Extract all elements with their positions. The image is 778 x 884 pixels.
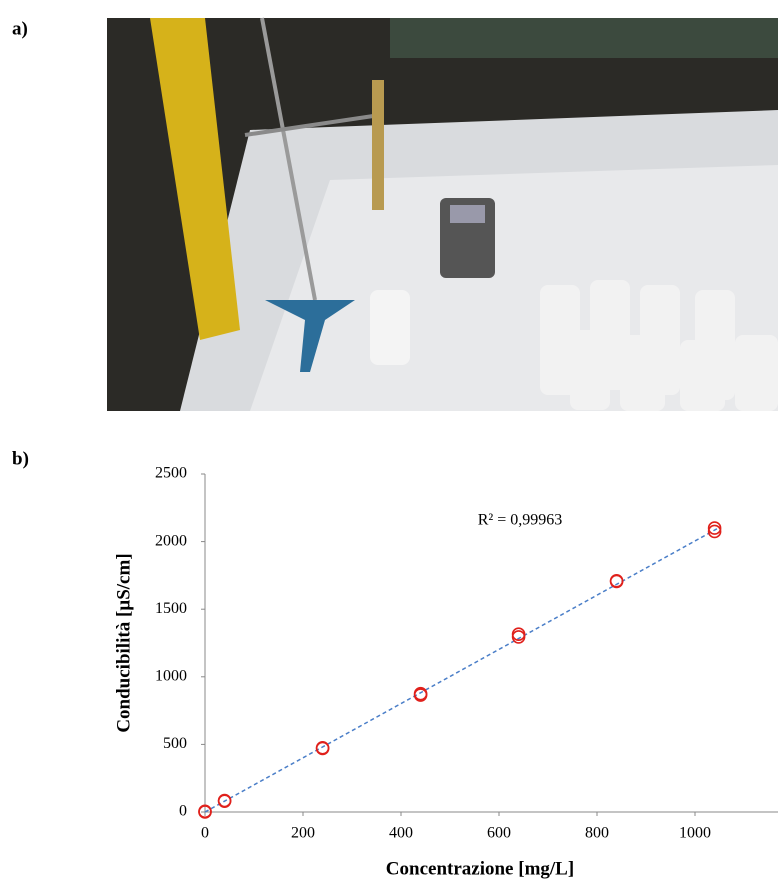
- panel-label: b): [12, 448, 29, 469]
- y-tick-label: 2000: [155, 532, 187, 549]
- x-tick-label: 400: [389, 825, 413, 842]
- y-tick-label: 1000: [155, 667, 187, 684]
- panel-label: a): [12, 18, 28, 39]
- x-tick-label: 200: [291, 825, 315, 842]
- page: a) b) R² = 0,99963 Concentrazione [mg/L]…: [0, 0, 778, 884]
- x-tick-label: 0: [201, 825, 209, 842]
- x-axis-label: Concentrazione [mg/L]: [386, 858, 574, 879]
- x-tick-label: 800: [585, 825, 609, 842]
- y-tick-label: 500: [163, 735, 187, 752]
- y-tick-label: 2500: [155, 465, 187, 482]
- point: [513, 631, 525, 643]
- trendline: [205, 529, 717, 812]
- y-axis-label: Conducibilità [µS/cm]: [113, 553, 134, 732]
- figure: a) b) R² = 0,99963 Concentrazione [mg/L]…: [0, 0, 778, 884]
- x-tick-label: 1000: [679, 825, 711, 842]
- annotation: R² = 0,99963: [478, 512, 563, 529]
- y-tick-label: 1500: [155, 600, 187, 617]
- y-tick-label: 0: [179, 803, 187, 820]
- x-tick-label: 600: [487, 825, 511, 842]
- photo: [107, 18, 778, 411]
